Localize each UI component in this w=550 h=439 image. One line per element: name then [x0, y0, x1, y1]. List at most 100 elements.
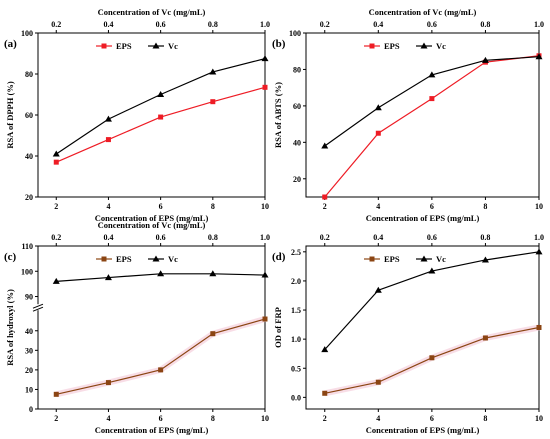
data-point-vc	[374, 286, 382, 293]
x-tick-label: 6	[430, 414, 434, 423]
x-tick-label: 8	[483, 202, 487, 211]
legend-marker	[369, 256, 375, 262]
y-tick-label: 2.0	[291, 277, 301, 286]
x-axis-label: Concentration of EPS (mg/mL)	[95, 213, 209, 223]
data-point-vc	[157, 91, 165, 97]
y-tick-label: 60	[293, 102, 301, 111]
x-tick-label: 4	[376, 414, 380, 423]
x-tick-label: 4	[376, 202, 380, 211]
legend-label: EPS	[384, 41, 400, 51]
legend-marker	[369, 43, 375, 49]
data-point-eps	[210, 331, 216, 337]
data-point-eps	[53, 391, 59, 397]
x-tick-label: 10	[535, 414, 543, 423]
plot-frame	[305, 245, 540, 410]
x2-tick-label: 0.6	[156, 20, 166, 29]
x-axis-label: Concentration of EPS (mg/mL)	[366, 213, 480, 223]
legend-label: EPS	[116, 254, 132, 264]
data-point-vc	[157, 270, 165, 277]
x2-tick-label: 0.2	[51, 20, 61, 29]
legend-marker	[101, 256, 107, 262]
x-tick-label: 10	[535, 202, 543, 211]
data-point-vc	[52, 277, 60, 284]
y-tick-label: 40	[25, 327, 33, 336]
x-tick-label: 10	[261, 202, 269, 211]
y-tick-label: 0.5	[291, 364, 301, 373]
x2-axis-label: Concentration of Vc (mg/mL)	[98, 7, 206, 17]
series-line-vc	[324, 56, 540, 147]
x-tick-label: 8	[211, 202, 215, 211]
y-tick-label: 60	[25, 111, 33, 120]
x-tick-label: 2	[54, 414, 58, 423]
legend-marker	[420, 255, 428, 262]
legend-marker	[152, 42, 160, 49]
data-point-vc	[209, 68, 217, 75]
data-point-eps	[375, 379, 381, 385]
legend-label: Vc	[168, 254, 178, 264]
y-axis-label: RSA of ABTS (%)	[273, 82, 283, 148]
x-tick-label: 4	[106, 202, 110, 211]
axis-break-mark	[32, 306, 44, 312]
axis-break-gap	[34, 304, 42, 311]
y-tick-label: 40	[25, 152, 33, 161]
x2-tick-label: 0.8	[480, 20, 490, 29]
x2-tick-label: 0.4	[103, 233, 113, 242]
x2-tick-label: 0.6	[427, 233, 437, 242]
y-tick-label: 90	[25, 293, 33, 302]
y-tick-label: 1.5	[291, 306, 301, 315]
x2-tick-label: 0.2	[320, 233, 330, 242]
x2-tick-label: 0.6	[427, 20, 437, 29]
x-tick-label: 6	[159, 414, 163, 423]
x2-tick-label: 0.4	[103, 20, 113, 29]
x-tick-label: 8	[483, 414, 487, 423]
x2-tick-label: 0.2	[51, 233, 61, 242]
x2-tick-label: 0.8	[480, 233, 490, 242]
y-tick-label: 1.0	[291, 335, 301, 344]
y-tick-label: 100	[21, 29, 33, 38]
data-point-vc	[374, 104, 382, 111]
y-tick-label: 2.5	[291, 248, 301, 257]
y-tick-label: 80	[293, 65, 301, 74]
data-point-vc	[535, 53, 543, 60]
data-point-vc	[52, 150, 60, 157]
x-tick-label: 6	[430, 202, 434, 211]
x-tick-label: 2	[323, 202, 327, 211]
y-axis-label: OD of FRP	[273, 307, 283, 348]
x-tick-label: 2	[323, 414, 327, 423]
data-point-eps	[375, 130, 381, 136]
series-glow	[324, 324, 540, 397]
data-point-vc	[535, 248, 543, 255]
x-tick-label: 2	[54, 202, 58, 211]
panel-label: (d)	[272, 251, 286, 263]
x-axis-label: Concentration of EPS (mg/mL)	[366, 425, 480, 435]
series-line-vc	[55, 58, 266, 155]
data-point-vc	[428, 267, 436, 274]
data-point-eps	[158, 367, 164, 373]
x2-tick-label: 0.6	[156, 233, 166, 242]
data-point-eps	[105, 137, 111, 143]
panel-label: (c)	[4, 251, 17, 263]
y-axis-label: RSA of DPPH (%)	[5, 81, 15, 148]
y-tick-label: 10	[25, 385, 33, 394]
x2-tick-label: 0.8	[208, 20, 218, 29]
legend-label: Vc	[436, 41, 446, 51]
x2-tick-label: 0.2	[320, 20, 330, 29]
y-tick-label: 100	[21, 267, 33, 276]
data-point-vc	[321, 346, 329, 353]
x2-tick-label: 1.0	[260, 20, 270, 29]
panel-label: (a)	[4, 38, 17, 50]
series-line-eps	[56, 86, 266, 163]
plot-frame	[37, 245, 266, 410]
panel-label: (b)	[272, 38, 286, 50]
data-point-eps	[322, 390, 328, 396]
y-tick-label: 0	[29, 405, 33, 414]
x-tick-label: 4	[106, 414, 110, 423]
y-tick-label: 80	[25, 70, 33, 79]
axis-break-mark	[32, 303, 44, 309]
data-point-vc	[261, 271, 269, 278]
x2-tick-label: 1.0	[534, 233, 544, 242]
data-point-eps	[429, 96, 435, 102]
data-point-vc	[481, 56, 489, 63]
x2-axis-label: Concentration of Vc (mg/mL)	[98, 220, 206, 230]
